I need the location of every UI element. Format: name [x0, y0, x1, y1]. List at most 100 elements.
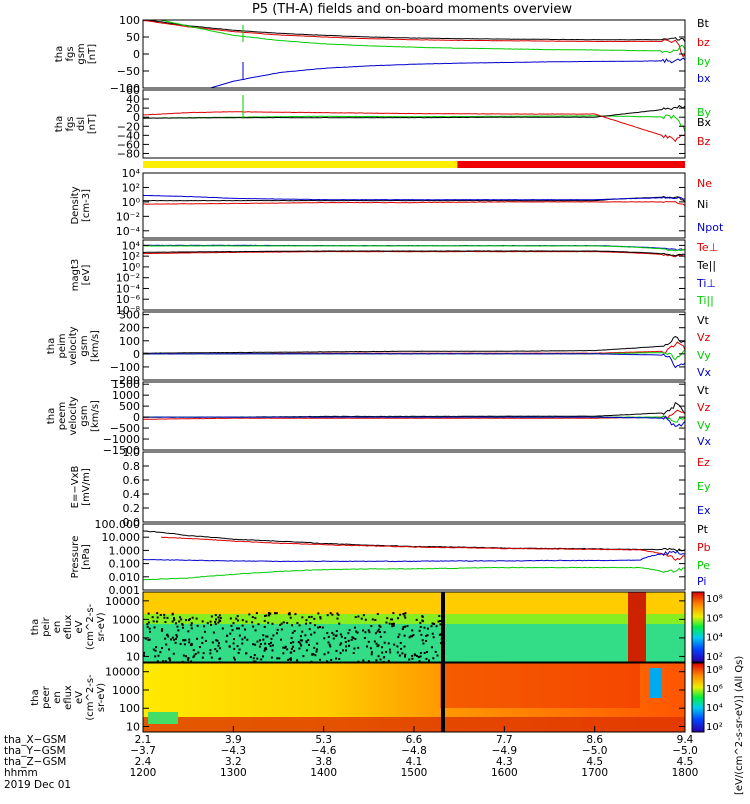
spectrogram-noise-pixel	[235, 627, 238, 630]
spectrogram-noise-pixel	[375, 659, 378, 662]
spectrogram-noise-pixel	[270, 641, 273, 644]
spectrogram-noise-pixel	[292, 641, 295, 644]
x-tick-label: −5.0	[582, 745, 608, 757]
y-tick-label: −100	[110, 361, 140, 374]
spectrogram-noise-pixel	[404, 612, 407, 615]
spectrogram-noise-pixel	[289, 657, 292, 660]
spectrogram-noise-pixel	[379, 625, 382, 628]
spectrogram-noise-pixel	[356, 631, 359, 634]
legend-label: Vz	[697, 331, 711, 344]
spectrogram-noise-pixel	[209, 652, 212, 655]
spectrogram-noise-pixel	[347, 644, 350, 647]
spectrogram-low-energy-band	[143, 717, 685, 732]
spectrogram-noise-pixel	[439, 642, 442, 645]
y-tick-label: 10⁻⁶	[116, 293, 141, 306]
series-line-by	[160, 19, 686, 54]
spectrogram-noise-pixel	[436, 654, 439, 657]
spectrogram-noise-pixel	[319, 617, 322, 620]
spectrogram-noise-pixel	[411, 654, 414, 657]
spectrogram-noise-pixel	[367, 640, 370, 643]
y-tick-label: 10⁻²	[116, 210, 140, 223]
spectrogram-noise-pixel	[174, 637, 177, 640]
spectrogram-noise-pixel	[176, 635, 179, 638]
spectrogram-noise-pixel	[210, 615, 213, 618]
spectrogram-noise-pixel	[403, 634, 406, 637]
y-tick-label: 0	[133, 48, 140, 61]
spectrogram-noise-pixel	[148, 630, 151, 633]
colorbar-tick-label: 10⁴	[706, 703, 723, 714]
spectrogram-noise-pixel	[399, 613, 402, 616]
spectrogram-noise-pixel	[378, 624, 381, 627]
y-tick-label: −1000	[103, 433, 140, 446]
y-tick-label: 1500	[112, 378, 140, 391]
spectrogram-noise-pixel	[298, 647, 301, 650]
spectrogram-noise-pixel	[289, 642, 292, 645]
spectrogram-noise-pixel	[339, 633, 342, 636]
spectrogram-noise-pixel	[387, 642, 390, 645]
x-tick-label: −4.8	[401, 745, 427, 757]
spectrogram-noise-pixel	[411, 657, 414, 660]
spectrogram-noise-pixel	[423, 651, 426, 654]
x-tick-label: 1600	[491, 767, 518, 779]
spectrogram-noise-pixel	[347, 632, 350, 635]
spectrogram-noise-pixel	[393, 643, 396, 646]
spectrogram-noise-pixel	[193, 654, 196, 657]
spectrogram-noise-pixel	[174, 641, 177, 644]
spectrogram-noise-pixel	[388, 622, 391, 625]
colorbar-tick-label: 10⁸	[706, 594, 723, 605]
y-axis-label: (cm^2-s-	[85, 603, 96, 650]
spectrogram-noise-pixel	[236, 619, 239, 622]
spectrogram-noise-pixel	[282, 646, 285, 649]
spectrogram-noise-pixel	[398, 654, 401, 657]
y-axis-label: gsm	[76, 43, 87, 64]
spectrogram-noise-pixel	[187, 657, 190, 660]
y-tick-label: 0.2	[123, 502, 141, 515]
x-tick-label: 4.5	[677, 756, 694, 768]
legend-label: Npot	[697, 221, 724, 234]
legend-label: Vt	[697, 384, 710, 397]
panel-peir-en-eflux: 10⁸ 10⁶ 10⁴ 10² [eV/(cm^2-s-sr-eV)] (All Qs)…	[30, 591, 745, 795]
spectrogram-noise-pixel	[423, 626, 426, 629]
y-tick-label: 100	[119, 632, 140, 645]
y-axis-label: peem	[57, 402, 68, 430]
spectrogram-noise-pixel	[396, 651, 399, 654]
data-gap-bar	[441, 592, 445, 662]
spectrogram-noise-pixel	[267, 621, 270, 624]
spectrogram-noise-pixel	[418, 660, 421, 663]
spectrogram-noise-pixel	[383, 641, 386, 644]
spectrogram-noise-pixel	[425, 639, 428, 642]
spectrogram-noise-pixel	[319, 626, 322, 629]
spectrogram-noise-pixel	[430, 625, 433, 628]
spectrogram-noise-pixel	[421, 619, 424, 622]
spectrogram-noise-pixel	[355, 630, 358, 633]
spectrogram-noise-pixel	[368, 631, 371, 634]
y-axis-label: E=−VxB	[70, 466, 81, 509]
spectrogram-noise-pixel	[190, 642, 193, 645]
panel-frame	[142, 172, 686, 239]
spectrogram-noise-pixel	[385, 621, 388, 624]
spectrogram-noise-pixel	[354, 616, 357, 619]
spectrogram-noise-pixel	[188, 638, 191, 641]
y-axis-label: (cm^2-s-	[85, 674, 96, 721]
spectrogram-noise-pixel	[369, 647, 372, 650]
spectrogram-noise-pixel	[233, 658, 236, 661]
y-axis-label: magt3	[70, 259, 81, 292]
spectrogram-noise-pixel	[434, 650, 437, 653]
spectrogram-noise-pixel	[225, 640, 228, 643]
spectrogram-noise-pixel	[155, 646, 158, 649]
panel-frame	[142, 89, 686, 159]
legend-label: Vz	[697, 401, 711, 414]
legend-label: Ti⊥	[696, 277, 716, 290]
spectrogram-noise-pixel	[154, 649, 157, 652]
spectrogram-noise-pixel	[362, 629, 365, 632]
spectrogram-noise-pixel	[202, 652, 205, 655]
spectrogram-noise-pixel	[385, 650, 388, 653]
spectrogram-noise-pixel	[188, 641, 191, 644]
spectrogram-noise-pixel	[275, 632, 278, 635]
spectrogram-noise-pixel	[286, 648, 289, 651]
y-tick-label: 10⁻⁴	[116, 282, 141, 295]
series-line-bz	[142, 111, 686, 143]
colorbar-tick-label: 10²	[706, 652, 723, 663]
spectrogram-noise-pixel	[403, 645, 406, 648]
y-tick-label: 10	[126, 721, 140, 734]
